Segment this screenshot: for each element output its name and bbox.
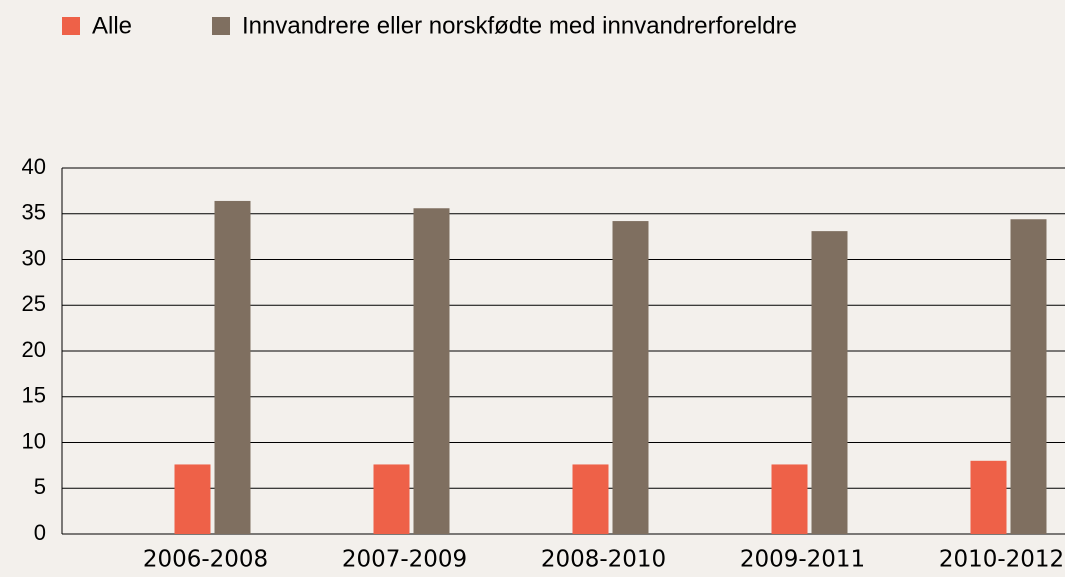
legend-label: Innvandrere eller norskfødte med innvand… bbox=[242, 12, 797, 39]
bar bbox=[970, 460, 1007, 534]
legend-swatch bbox=[212, 17, 230, 35]
legend-swatch bbox=[62, 17, 80, 35]
y-tick-label: 10 bbox=[22, 428, 46, 453]
bar bbox=[572, 464, 609, 534]
bar bbox=[373, 464, 410, 534]
y-tick-label: 0 bbox=[34, 520, 46, 545]
y-tick-label: 15 bbox=[22, 383, 46, 408]
bar bbox=[413, 208, 450, 534]
bar bbox=[1010, 219, 1047, 535]
x-tick-label: 2006-2008 bbox=[143, 547, 268, 573]
bar bbox=[811, 231, 848, 534]
y-tick-label: 30 bbox=[22, 245, 46, 270]
y-tick-label: 35 bbox=[22, 200, 46, 225]
bar bbox=[612, 221, 649, 534]
x-tick-label: 2007-2009 bbox=[342, 547, 467, 573]
y-tick-label: 5 bbox=[34, 474, 46, 499]
y-tick-label: 25 bbox=[22, 291, 46, 316]
y-tick-label: 20 bbox=[22, 337, 46, 362]
y-tick-label: 40 bbox=[22, 154, 46, 179]
x-tick-label: 2009-2011 bbox=[740, 547, 865, 573]
x-tick-label: 2010-2012 bbox=[939, 547, 1064, 573]
bar bbox=[174, 464, 211, 534]
bar bbox=[214, 200, 251, 534]
legend-label: Alle bbox=[92, 12, 132, 39]
bar bbox=[771, 464, 808, 534]
x-tick-label: 2008-2010 bbox=[541, 547, 666, 573]
